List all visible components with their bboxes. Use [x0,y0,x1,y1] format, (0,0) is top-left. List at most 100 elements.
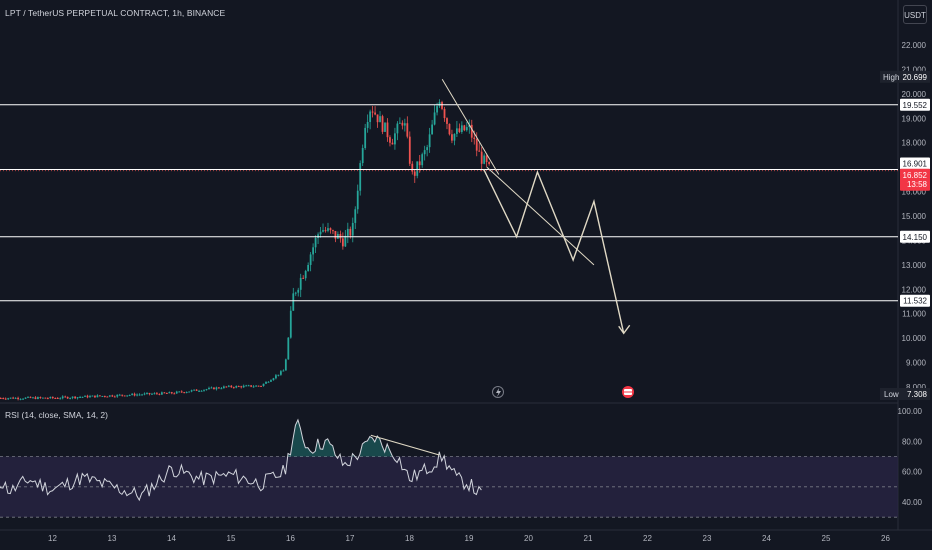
candle-body [94,395,96,398]
candle-body [146,392,148,394]
candle-body [475,138,478,151]
candle-body [456,128,458,134]
candle-body [394,133,396,145]
candle-body [473,137,476,139]
price-axis-tick: 12.000 [902,285,927,294]
price-axis-tick: 16.000 [902,188,927,197]
candle-body [156,393,158,395]
candle-body [168,392,171,394]
candle-body [468,124,471,128]
price-axis[interactable]: 22.00021.00020.00019.00018.00017.00016.0… [880,41,930,507]
drawing-layer[interactable] [0,78,898,335]
candle-body [84,395,86,397]
candle-body [386,122,389,138]
channel-trendline [486,166,595,266]
candle-body [69,397,72,399]
candle-body [428,134,431,148]
candle-body [81,396,84,398]
event-markers[interactable] [492,386,635,398]
price-axis-tick: 10.000 [902,334,927,343]
candle-body [408,136,411,164]
time-axis-tick: 22 [643,534,652,543]
candle-body [56,397,59,399]
symbol-title[interactable]: LPT / TetherUS PERPETUAL CONTRACT, 1h, B… [5,8,226,18]
candle-body [356,190,359,210]
level-label-11532: 11.532 [900,294,930,307]
candle-body [141,394,143,396]
candle-body [438,102,441,107]
candle-body [17,397,19,400]
price-axis-tick: 15.000 [902,212,927,221]
candle-body [371,111,374,113]
candle-body [252,386,255,388]
candle-body [379,116,381,123]
high-value-text: 20.699 [903,73,928,82]
candle-body [480,151,483,164]
candle-body [470,124,473,138]
candle-body [180,391,183,393]
price-axis-tick: 22.000 [902,41,927,50]
candle-body [128,394,131,396]
candle-body [175,391,178,394]
rsi-axis-tick: 40.00 [902,498,923,507]
candle-body [389,137,391,143]
rsi-indicator-title[interactable]: RSI (14, close, SMA, 14, 2) [5,410,108,420]
candle-body [292,293,295,311]
price-axis-tick: 11.000 [902,310,926,319]
candle-body [416,161,419,176]
candle-body [9,397,12,399]
candle-body [327,228,329,231]
candle-body [12,397,15,399]
candle-body [267,381,270,383]
candle-body [136,394,138,396]
candle-body [111,395,114,397]
candle-body [66,396,69,399]
candle-body [413,171,416,176]
candle-body [2,398,5,400]
candle-body [376,114,379,123]
candle-body [349,228,352,236]
candle-body [262,383,265,387]
time-axis[interactable]: 12 13 14 15 16 17 18 19 20 21 22 23 24 25 26 [0,529,932,543]
candle-body [307,264,310,271]
candle-body [282,370,285,372]
candle-body [183,392,186,394]
candle-body [436,106,438,113]
candle-body [423,150,426,155]
candle-body [74,396,77,399]
candle-body [265,381,267,384]
candle-body [59,398,62,400]
level-label-19552-text: 19.552 [903,101,928,110]
candle-body [54,397,57,399]
candle-body [341,238,344,247]
candle-body [158,393,161,395]
candle-body [302,277,305,279]
time-axis-tick: 23 [703,534,712,543]
candle-body [46,398,49,400]
candle-body [106,396,109,398]
time-axis-tick: 16 [286,534,295,543]
level-label-16901-box [900,157,930,170]
candle-body [143,393,146,395]
price-axis-tick: 18.000 [902,139,927,148]
candle-body [277,374,280,376]
candle-body [178,391,181,393]
level-label-19552-box [900,98,930,111]
candle-body [64,396,67,398]
candle-body [366,121,369,128]
candle-body [433,112,436,125]
currency-button[interactable]: USDT [903,5,927,24]
level-label-11532-text: 11.532 [903,297,927,306]
candle-body [131,393,134,395]
candle-body [275,375,277,379]
low-value-text: 7.308 [907,390,928,399]
price-grid [0,0,899,530]
price-axis-tick: 13.000 [902,261,927,270]
candle-body [153,393,156,395]
candle-body [7,398,10,400]
candle-body [86,395,89,398]
candle-body [403,123,406,126]
candle-body [247,385,250,387]
candle-body [460,125,463,132]
